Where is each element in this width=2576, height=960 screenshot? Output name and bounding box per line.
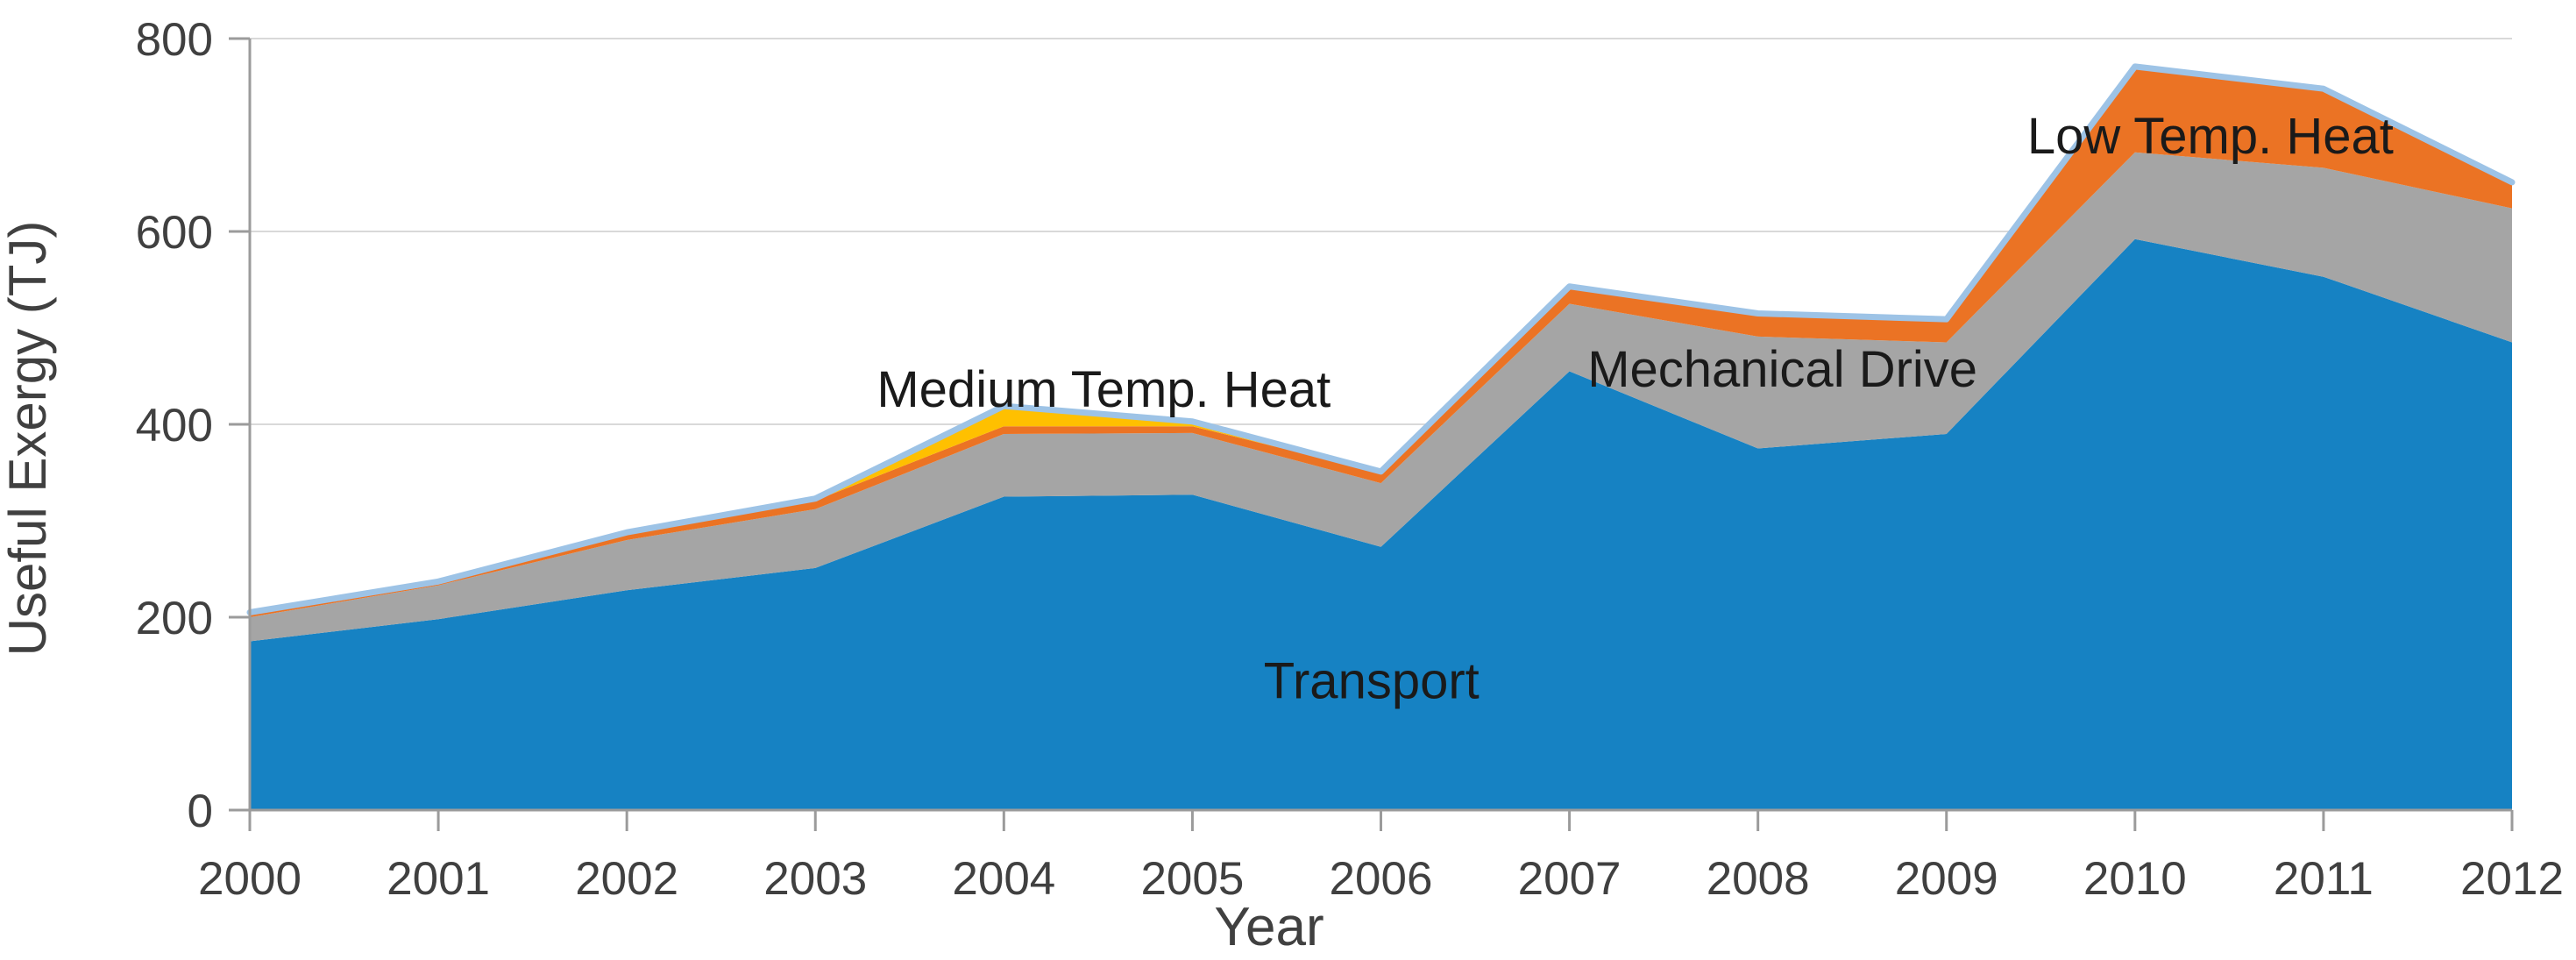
x-tick-label-2001: 2001 bbox=[387, 853, 490, 905]
series-annotations: Medium Temp. Heat Mechanical Drive Low Tem… bbox=[876, 108, 2394, 710]
area-transport bbox=[250, 238, 2512, 810]
annotation-mechanical-drive: Mechanical Drive bbox=[1587, 341, 1977, 398]
x-tick-label-2011: 2011 bbox=[2274, 853, 2374, 905]
annotation-low-temp-heat: Low Temp. Heat bbox=[2027, 108, 2394, 165]
area-low-temp-heat bbox=[250, 66, 2512, 617]
x-tick-label-2004: 2004 bbox=[952, 853, 1055, 905]
area-mechanical-drive bbox=[250, 152, 2512, 642]
x-tick-label-2009: 2009 bbox=[1895, 853, 1998, 905]
stack-top-edge bbox=[246, 63, 2516, 615]
x-tick-label-2000: 2000 bbox=[198, 853, 302, 905]
annotation-transport: Transport bbox=[1264, 652, 1480, 709]
stack-top-edge-line bbox=[246, 63, 2516, 615]
x-axis-title: Year bbox=[1214, 897, 1323, 957]
y-tick-label-0: 0 bbox=[188, 786, 213, 837]
x-tick-label-2006: 2006 bbox=[1330, 853, 1433, 905]
annotation-medium-temp-heat: Medium Temp. Heat bbox=[876, 361, 1331, 418]
area-series bbox=[250, 66, 2512, 810]
y-tick-label-200: 200 bbox=[136, 593, 213, 644]
x-tick-label-2010: 2010 bbox=[2083, 853, 2187, 905]
x-tick-label-2003: 2003 bbox=[763, 853, 867, 905]
x-tick-label-2007: 2007 bbox=[1518, 853, 1622, 905]
y-axis-title: Useful Exergy (TJ) bbox=[0, 221, 57, 657]
x-tick-label-2012: 2012 bbox=[2460, 853, 2564, 905]
x-tick-label-2005: 2005 bbox=[1140, 853, 1244, 905]
y-tick-label-400: 400 bbox=[136, 400, 213, 452]
y-tick-label-600: 600 bbox=[136, 207, 213, 259]
tick-labels: 0 200 400 600 800 2000 2001 2002 2003 2004 2005 200… bbox=[136, 14, 2564, 905]
x-tick-label-2002: 2002 bbox=[575, 853, 678, 905]
y-tick-label-800: 800 bbox=[136, 14, 213, 66]
x-tick-label-2008: 2008 bbox=[1707, 853, 1810, 905]
axes bbox=[229, 37, 2514, 831]
